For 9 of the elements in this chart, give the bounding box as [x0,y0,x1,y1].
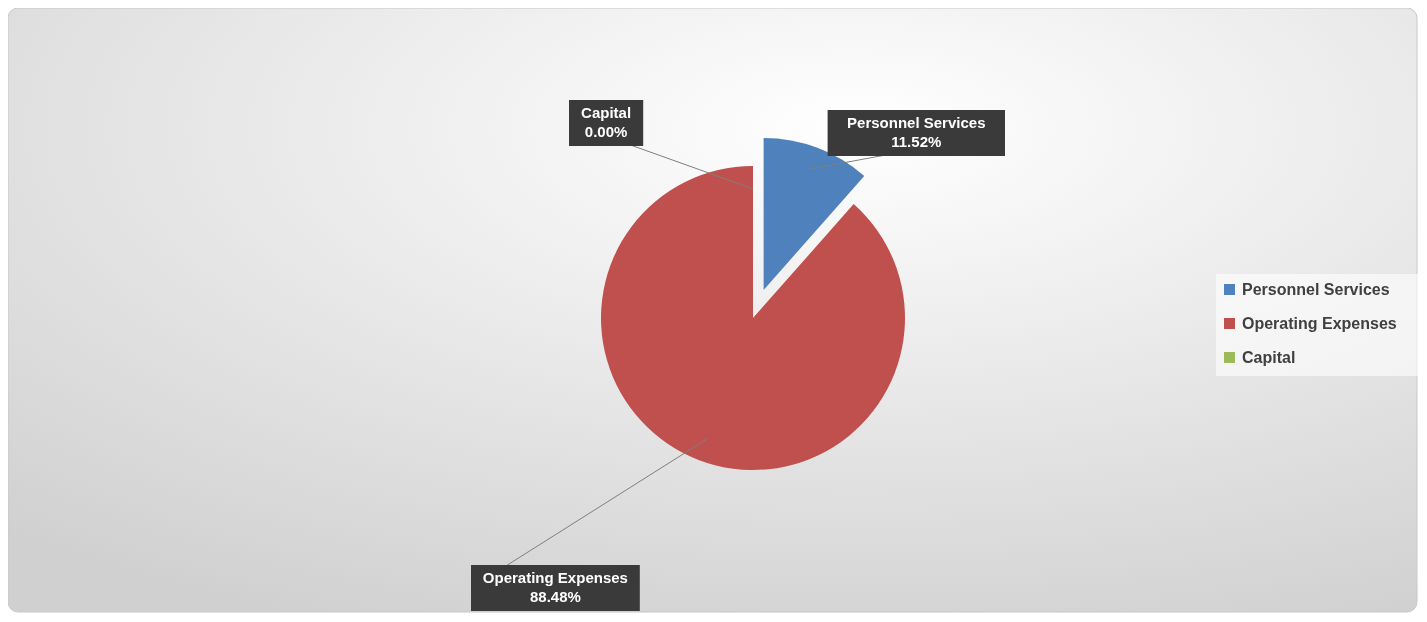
data-label: 88.48% [529,588,581,605]
slice-label: Personnel Services [847,114,986,131]
category-label: Capital [581,104,632,121]
text: 0.00% [584,123,628,140]
legend-label: Capital [1242,349,1296,366]
data-label: 11.52% [891,133,942,150]
legend-label: Operating Expenses [1242,315,1397,332]
slice-label: Operating Expenses [482,569,628,586]
legend-label: Personnel Services [1242,281,1390,298]
